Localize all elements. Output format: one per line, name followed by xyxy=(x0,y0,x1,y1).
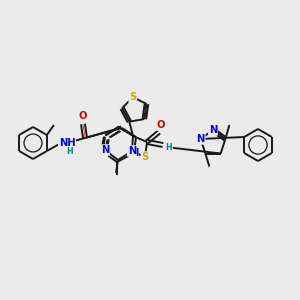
Text: NH: NH xyxy=(59,138,75,148)
Text: N: N xyxy=(130,148,138,158)
Text: S: S xyxy=(129,92,136,102)
Text: H: H xyxy=(67,148,73,157)
Text: N: N xyxy=(128,146,136,156)
Text: H: H xyxy=(166,143,172,152)
Text: N: N xyxy=(196,134,205,144)
Text: S: S xyxy=(141,152,148,162)
Text: O: O xyxy=(157,120,165,130)
Text: N: N xyxy=(209,125,217,135)
Text: N: N xyxy=(99,147,107,157)
Text: O: O xyxy=(79,111,87,121)
Text: N: N xyxy=(101,145,109,155)
